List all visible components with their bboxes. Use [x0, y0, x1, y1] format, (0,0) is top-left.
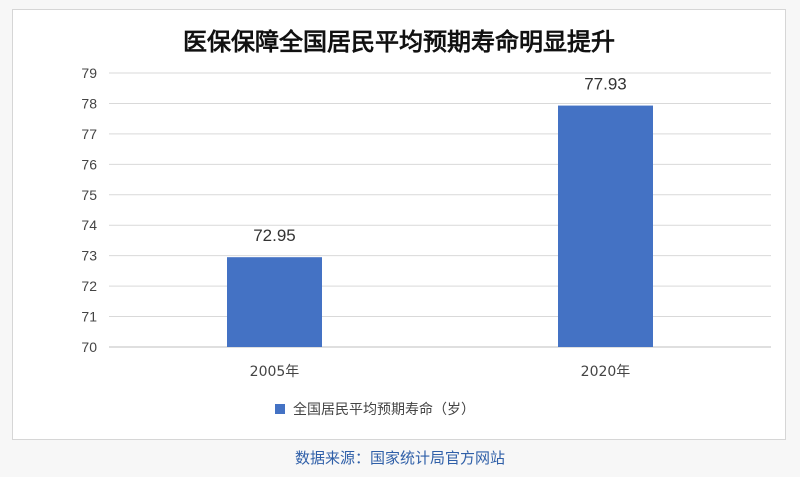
bar [558, 105, 653, 347]
x-tick-label: 2020年 [581, 364, 631, 380]
y-tick-label: 70 [81, 339, 97, 355]
y-tick-label: 72 [81, 278, 97, 294]
data-labels: 72.95 77.93 [253, 75, 627, 246]
legend: 全国居民平均预期寿命（岁） [275, 401, 475, 418]
x-axis-ticks: 2005年 2020年 [250, 364, 631, 380]
y-tick-label: 75 [81, 187, 97, 203]
gridlines [109, 72, 771, 348]
chart-title: 医保保障全国居民平均预期寿命明显提升 [183, 28, 615, 56]
y-axis-ticks: 70 71 72 73 74 75 76 77 78 79 [81, 65, 97, 355]
data-label: 77.93 [584, 75, 627, 94]
y-tick-label: 79 [81, 65, 97, 81]
source-note: 数据来源：国家统计局官方网站 [294, 449, 505, 467]
chart-container: 医保保障全国居民平均预期寿命明显提升 70 71 72 73 74 75 76 77 78 79 … [12, 9, 786, 440]
legend-label: 全国居民平均预期寿命（岁） [293, 401, 475, 418]
bar-chart: 医保保障全国居民平均预期寿命明显提升 70717273747576777879 … [81, 28, 771, 418]
y-tick-label: 77 [81, 126, 97, 142]
y-tick-label: 76 [81, 156, 97, 172]
x-tick-label: 2005年 [250, 364, 300, 380]
legend-swatch [275, 404, 285, 414]
y-tick-label: 78 [81, 95, 97, 111]
bar [227, 257, 322, 347]
y-tick-label: 71 [81, 309, 97, 325]
y-tick-label: 73 [81, 248, 97, 264]
y-tick-label: 74 [81, 217, 97, 233]
data-label: 72.95 [253, 226, 296, 245]
bars [227, 105, 653, 347]
